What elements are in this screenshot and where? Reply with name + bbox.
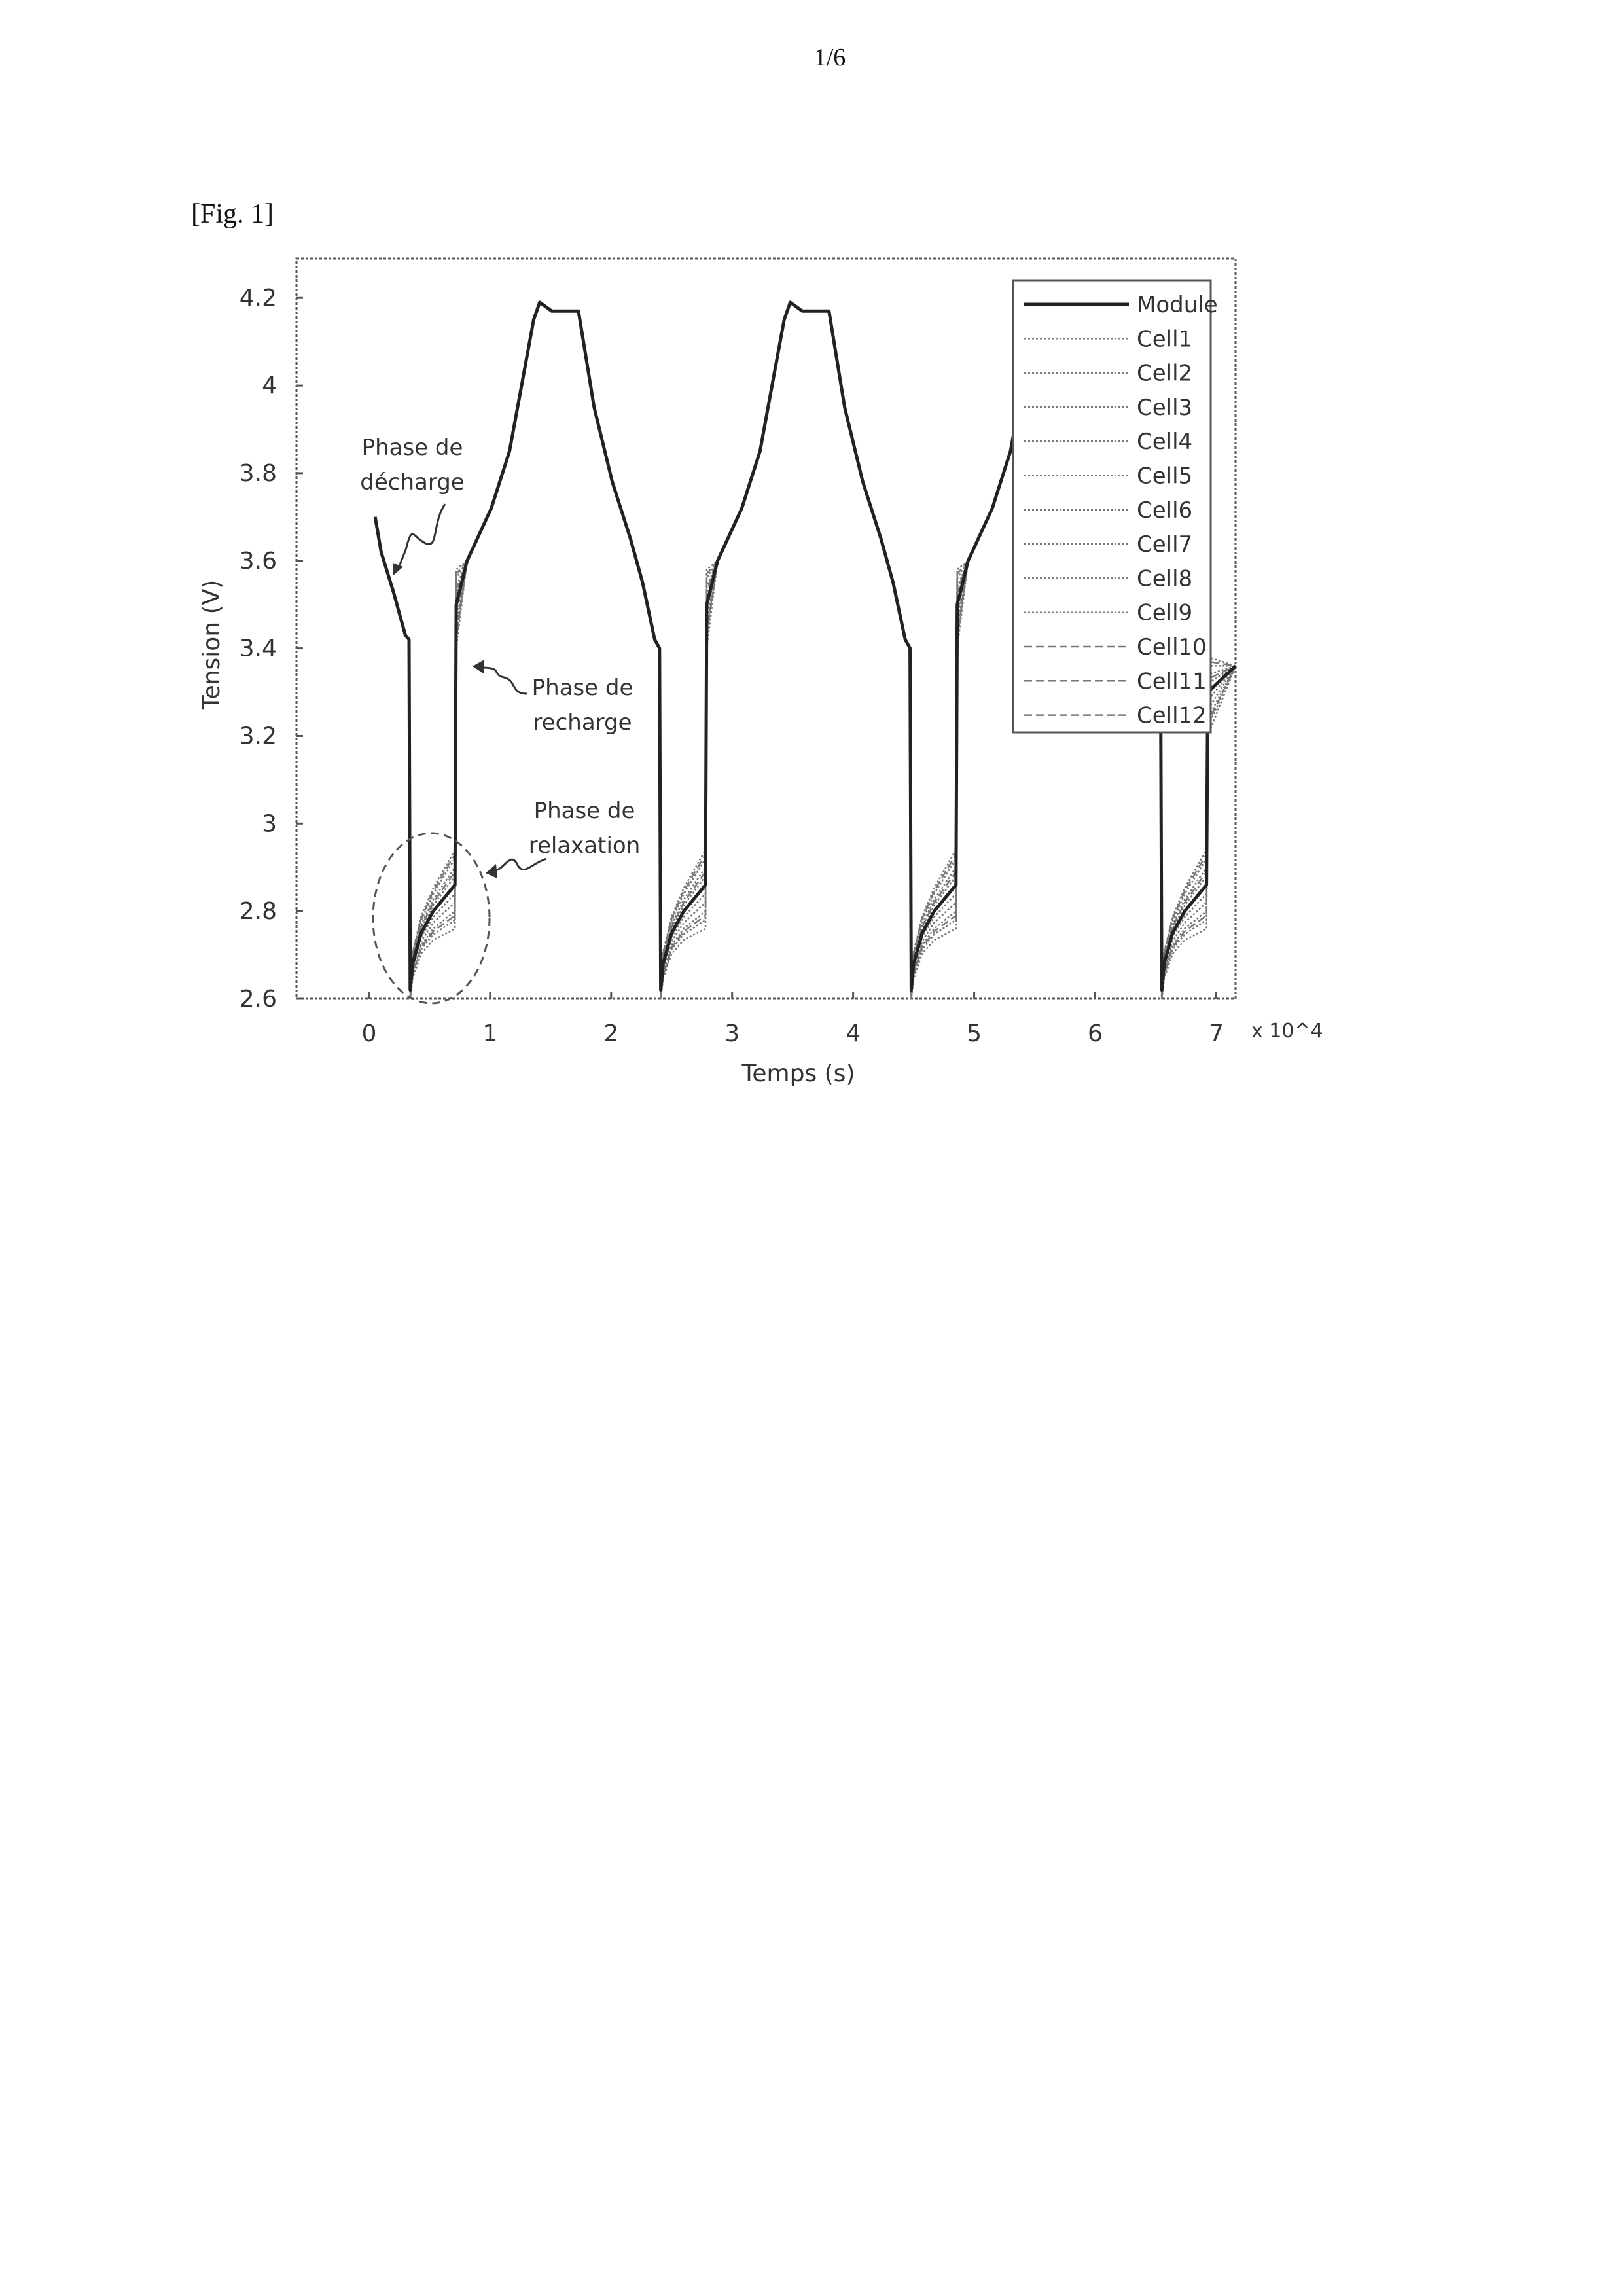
y-tick-label: 2.6 <box>240 986 277 1013</box>
legend-label: Module <box>1137 292 1218 318</box>
legend: Module Cell1 Cell2 Cell3 Cell4 Cell5 Cell6 Cell… <box>1013 281 1218 732</box>
legend-label: Cell4 <box>1137 429 1192 455</box>
x-tick-label: 1 <box>482 1020 497 1047</box>
annotation-relaxation-line1: Phase de <box>534 798 635 824</box>
annotation-recharge-line1: Phase de <box>532 675 633 701</box>
y-tick-label: 4.2 <box>240 285 277 312</box>
x-tick-label: 5 <box>967 1020 982 1047</box>
y-tick-label: 2.8 <box>240 898 277 925</box>
legend-label: Cell8 <box>1137 565 1192 592</box>
x-tick-label: 2 <box>603 1020 618 1047</box>
annotation-decharge-line1: Phase de <box>362 435 463 461</box>
figure-label: [Fig. 1] <box>191 199 274 229</box>
y-tick-label: 3 <box>262 810 277 837</box>
y-tick-label: 4 <box>262 372 277 399</box>
legend-label: Cell12 <box>1137 703 1207 729</box>
legend-label: Cell7 <box>1137 531 1192 558</box>
x-tick-label: 7 <box>1209 1020 1224 1047</box>
legend-label: Cell5 <box>1137 463 1192 490</box>
y-axis-label: Tension (V) <box>198 580 225 711</box>
y-tick-label: 3.4 <box>240 636 277 662</box>
annotation-decharge-line2: décharge <box>360 469 464 495</box>
legend-label: Cell6 <box>1137 497 1192 524</box>
y-tick-label: 3.6 <box>240 548 277 575</box>
legend-label: Cell9 <box>1137 600 1192 626</box>
legend-label: Cell2 <box>1137 361 1192 387</box>
legend-label: Cell11 <box>1137 668 1207 694</box>
y-tick-label: 3.8 <box>240 460 277 487</box>
legend-label: Cell3 <box>1137 395 1192 421</box>
x-tick-label: 4 <box>846 1020 861 1047</box>
annotation-relaxation-line2: relaxation <box>529 833 641 859</box>
x-tick-label: 0 <box>362 1020 377 1047</box>
x-multiplier: x 10^4 <box>1251 1020 1323 1043</box>
x-axis-label: Temps (s) <box>741 1060 855 1087</box>
annotation-recharge-line2: recharge <box>533 709 632 736</box>
y-tick-label: 3.2 <box>240 723 277 749</box>
x-tick-label: 3 <box>724 1020 740 1047</box>
legend-label: Cell1 <box>1137 326 1192 352</box>
page-number: 1/6 <box>814 44 846 71</box>
legend-label: Cell10 <box>1137 634 1207 660</box>
x-tick-label: 6 <box>1088 1020 1103 1047</box>
